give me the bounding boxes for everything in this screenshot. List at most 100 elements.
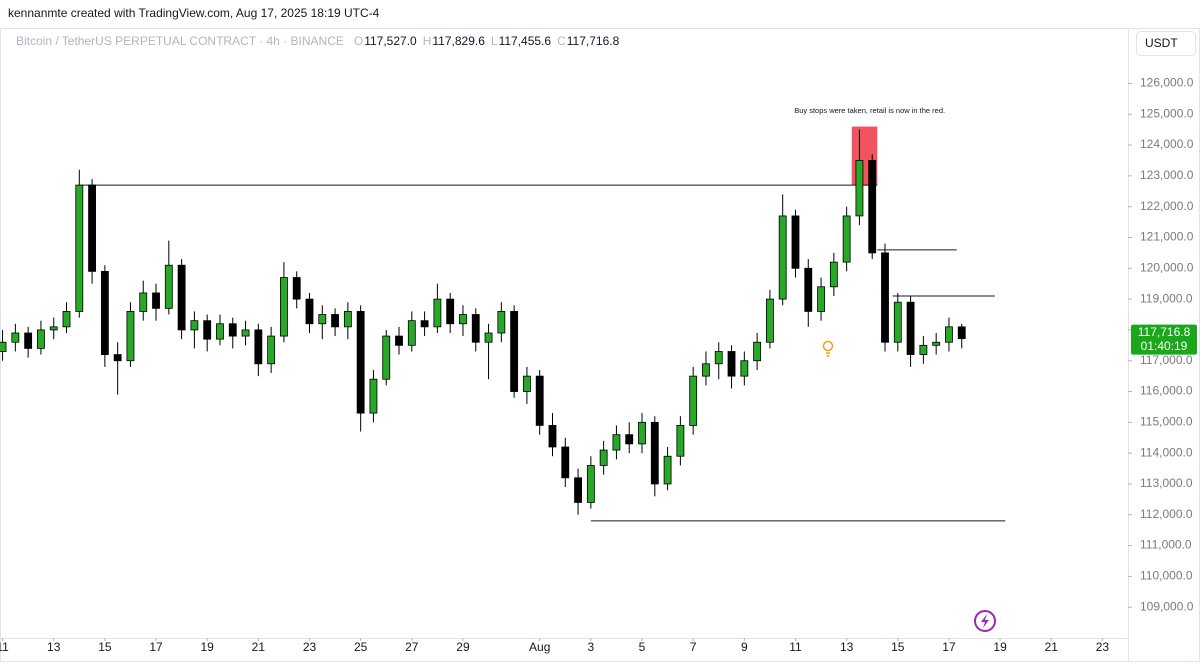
candle-body	[177, 264, 186, 331]
candle-body	[241, 329, 250, 337]
candle-body	[497, 311, 506, 334]
y-tick-label: 116,000.0	[1140, 384, 1193, 398]
candle-body	[292, 277, 301, 300]
credit: kennanmte created with TradingView.com, …	[8, 6, 380, 20]
x-tick-label: 27	[405, 640, 419, 654]
x-tick-label: 5	[639, 640, 646, 654]
candle-body	[126, 311, 135, 362]
x-tick-label: 7	[690, 640, 697, 654]
y-tick-label: 126,000.0	[1140, 76, 1194, 90]
candle-body	[842, 215, 851, 263]
candle-body	[164, 264, 173, 309]
candle-body	[778, 215, 787, 300]
ohlc-value: 117,716.8	[567, 34, 620, 48]
candle-body	[893, 301, 902, 343]
candle-body	[663, 455, 672, 485]
x-tick-label: 3	[588, 640, 595, 654]
symbol: Bitcoin / TetherUS PERPETUAL CONTRACT · …	[16, 34, 344, 48]
x-tick-label: 15	[891, 640, 905, 654]
y-tick-label: 110,000.0	[1140, 569, 1193, 583]
candle-body	[957, 326, 966, 340]
legend: Bitcoin / TetherUS PERPETUAL CONTRACT · …	[16, 34, 344, 48]
candle-body	[305, 298, 314, 325]
candle-body	[420, 320, 429, 328]
candle-body	[24, 332, 33, 349]
y-tick-label: 117,000.0	[1140, 353, 1193, 367]
x-tick-label: Aug	[529, 640, 550, 654]
ohlc-key: L	[491, 34, 498, 48]
candle-body	[356, 311, 365, 414]
candle-body	[190, 320, 199, 331]
candle-body	[382, 335, 391, 380]
currency-button[interactable]	[1136, 31, 1196, 56]
candle-body	[433, 298, 442, 328]
x-tick-label: 29	[456, 640, 470, 654]
candle-body	[689, 375, 698, 426]
ohlc-value: 117,527.0	[364, 34, 417, 48]
candle-body	[0, 341, 7, 352]
x-tick-label: 21	[1045, 640, 1059, 654]
x-tick-label: 9	[741, 640, 748, 654]
candle-body	[369, 378, 378, 414]
candle-body	[561, 446, 570, 479]
candle-body	[638, 421, 646, 445]
candle-body	[216, 323, 224, 340]
candle-body	[37, 329, 45, 349]
ohlc-key: H	[423, 34, 432, 48]
candle-body	[139, 292, 148, 312]
last-price-badge	[1131, 324, 1197, 355]
x-tick-label: 23	[303, 640, 317, 654]
candle-body	[791, 215, 800, 269]
x-tick-label: 13	[840, 640, 854, 654]
candle-body	[535, 375, 544, 426]
candle-body	[343, 311, 352, 328]
alert-icon[interactable]	[974, 610, 996, 632]
candle-body	[625, 434, 634, 445]
candle-body	[113, 354, 122, 362]
candle-body	[919, 344, 928, 355]
x-tick-label: 23	[1096, 640, 1110, 654]
candle-body	[11, 332, 20, 343]
candle-body	[932, 341, 941, 346]
candle-body	[945, 326, 953, 343]
candle-body	[318, 314, 327, 325]
candle-body	[574, 477, 582, 503]
ohlc-key: O	[354, 34, 363, 48]
candle-body	[280, 277, 288, 337]
x-tick-label: 11	[789, 640, 802, 654]
candle-body	[471, 314, 480, 343]
candle-body	[753, 341, 762, 362]
x-tick-label: 17	[942, 640, 956, 654]
y-tick-label: 124,000.0	[1140, 137, 1194, 151]
candle-body	[254, 329, 263, 365]
candle-body	[407, 320, 416, 346]
candle-body	[100, 270, 109, 355]
last-price: 117,716.8	[1138, 325, 1191, 339]
candle-body	[510, 311, 519, 392]
candle-body	[586, 465, 595, 503]
ohlc-value: 117,829.6	[432, 34, 485, 48]
ohlc-value: 117,455.6	[499, 34, 552, 48]
ohlc-key: C	[557, 34, 566, 48]
candle-body	[765, 298, 774, 343]
y-tick-label: 114,000.0	[1140, 445, 1193, 459]
x-tick-label: 13	[47, 640, 61, 654]
candle-body	[484, 332, 493, 343]
candle-body	[459, 314, 467, 325]
candle-body	[228, 323, 237, 337]
bulb-icon	[822, 340, 834, 357]
candle-body	[804, 267, 813, 312]
candle-body	[702, 363, 710, 377]
y-tick-label: 122,000.0	[1140, 199, 1194, 213]
candle-body	[203, 320, 212, 340]
candle-body	[88, 184, 96, 272]
x-tick-label: 15	[98, 640, 112, 654]
annotation: Buy stops were taken, retail is now in t…	[794, 106, 945, 115]
candle-body	[612, 434, 621, 451]
y-tick-label: 115,000.0	[1140, 415, 1193, 429]
currency[interactable]: USDT	[1145, 36, 1178, 50]
y-tick-label: 125,000.0	[1140, 106, 1194, 120]
y-tick-label: 119,000.0	[1140, 291, 1193, 305]
y-tick-label: 121,000.0	[1140, 230, 1194, 244]
